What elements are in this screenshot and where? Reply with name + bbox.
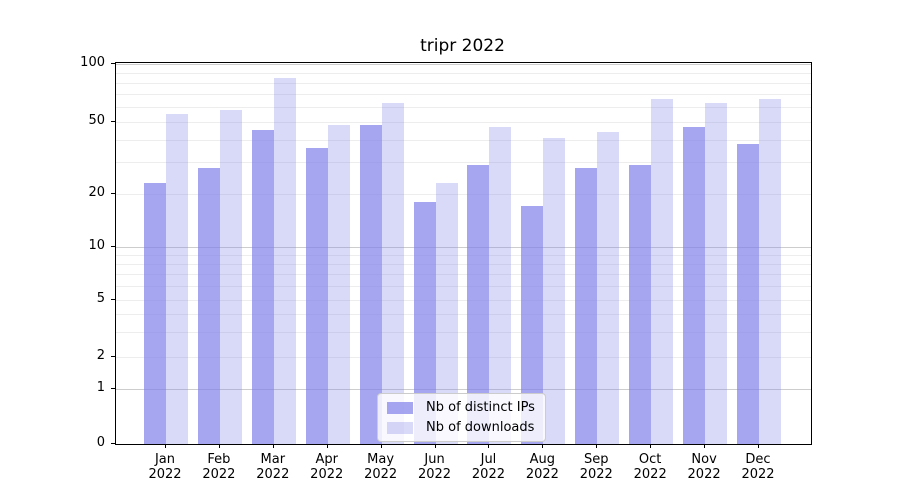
- gridline-minor: [116, 300, 811, 301]
- chart-title: tripr 2022: [420, 36, 505, 56]
- gridline-major: [116, 389, 811, 390]
- x-axis-tick-label-dec: Dec 2022: [741, 452, 775, 482]
- y-axis-tick-label: 2: [96, 348, 105, 363]
- bar-distinct-ips-jul: [467, 164, 490, 444]
- x-axis-tick-label-mar: Mar 2022: [256, 452, 290, 482]
- y-axis-tick-label: 100: [80, 55, 105, 70]
- legend-label-distinct-ips: Nb of distinct IPs: [426, 400, 535, 415]
- y-axis-tick-label: 1: [96, 380, 105, 395]
- x-axis-tick-label-jan: Jan 2022: [148, 452, 182, 482]
- x-axis-tick-label-jun: Jun 2022: [417, 452, 452, 482]
- y-axis-tick: [111, 63, 115, 64]
- bar-distinct-ips-may: [359, 125, 382, 444]
- x-axis-tick-label-feb: Feb 2022: [202, 452, 236, 482]
- y-axis-tick: [111, 193, 115, 194]
- gridline-minor: [116, 106, 811, 108]
- plot-area: [115, 62, 812, 445]
- x-axis-tick-label-apr: Apr 2022: [310, 452, 344, 482]
- bar-distinct-ips-aug: [521, 206, 544, 444]
- y-axis-tick: [111, 246, 115, 247]
- x-axis-tick-label-may: May 2022: [364, 452, 398, 482]
- bar-downloads-sep: [597, 132, 620, 444]
- bar-downloads-aug: [543, 137, 566, 444]
- gridline-minor: [116, 264, 811, 266]
- gridline-minor: [116, 255, 811, 257]
- x-axis-tick: [380, 444, 382, 448]
- gridline-minor: [116, 122, 811, 123]
- y-axis-tick: [111, 299, 115, 300]
- legend-item-distinct-ips: Nb of distinct IPs: [387, 400, 535, 415]
- gridline-minor: [116, 331, 811, 333]
- y-axis-tick-label: 0: [96, 435, 105, 450]
- x-axis-tick: [650, 444, 652, 448]
- gridline-minor: [116, 357, 811, 358]
- legend-label-downloads: Nb of downloads: [426, 420, 535, 435]
- y-axis-tick-label: 5: [96, 291, 105, 306]
- y-axis-tick-label: 20: [88, 185, 105, 200]
- bar-distinct-ips-jun: [413, 202, 436, 444]
- bar-downloads-mar: [273, 77, 296, 444]
- y-axis-tick-label: 10: [88, 238, 105, 253]
- legend-item-downloads: Nb of downloads: [387, 420, 535, 435]
- y-axis-tick: [111, 121, 115, 122]
- gridline-minor: [116, 286, 811, 288]
- bar-downloads-apr: [327, 125, 350, 444]
- bar-downloads-may: [381, 102, 404, 444]
- x-axis-tick-label-jul: Jul 2022: [471, 452, 505, 482]
- gridline-major: [116, 64, 811, 65]
- legend-swatch-distinct-ips-icon: [387, 401, 413, 414]
- x-axis-tick: [434, 444, 436, 448]
- bar-distinct-ips-dec: [737, 143, 759, 444]
- gridline-minor: [116, 274, 811, 276]
- x-axis-tick: [272, 444, 274, 448]
- bar-downloads-jan: [166, 114, 188, 444]
- x-axis-tick-label-nov: Nov 2022: [687, 452, 721, 482]
- gridline-minor: [116, 82, 811, 84]
- gridline-minor: [116, 139, 811, 141]
- y-axis-tick: [111, 443, 115, 444]
- bar-distinct-ips-jan: [144, 183, 166, 444]
- gridline-minor: [116, 313, 811, 315]
- y-axis-tick-label: 50: [88, 113, 105, 128]
- x-axis-tick: [704, 444, 706, 448]
- x-axis-tick: [542, 444, 544, 448]
- x-axis-tick: [165, 444, 166, 448]
- bar-downloads-dec: [759, 98, 781, 444]
- bar-distinct-ips-nov: [683, 126, 706, 444]
- bar-distinct-ips-oct: [629, 164, 652, 444]
- y-axis-tick: [111, 388, 115, 389]
- x-axis-tick: [326, 444, 328, 448]
- bar-downloads-feb: [219, 109, 242, 444]
- y-axis-tick: [111, 356, 115, 357]
- gridline-minor: [116, 93, 811, 95]
- bar-distinct-ips-sep: [575, 167, 598, 444]
- gridline-minor: [116, 162, 811, 164]
- gridline-minor: [116, 194, 811, 195]
- gridline-minor: [116, 72, 811, 74]
- bar-downloads-jun: [435, 183, 458, 444]
- bar-distinct-ips-mar: [251, 130, 274, 444]
- gridline-major: [116, 247, 811, 248]
- legend: Nb of distinct IPs Nb of downloads: [377, 393, 546, 442]
- bar-downloads-nov: [705, 102, 728, 444]
- x-axis-tick: [488, 444, 490, 448]
- x-axis-tick-label-aug: Aug 2022: [525, 452, 559, 482]
- bar-downloads-oct: [651, 98, 674, 444]
- bar-distinct-ips-apr: [305, 147, 328, 444]
- x-axis-tick: [218, 444, 220, 448]
- x-axis-tick-label-sep: Sep 2022: [579, 452, 613, 482]
- x-axis-tick: [596, 444, 598, 448]
- bar-distinct-ips-feb: [197, 167, 220, 444]
- x-axis-tick-label-oct: Oct 2022: [633, 452, 667, 482]
- legend-swatch-downloads-icon: [387, 421, 413, 434]
- x-axis-tick: [758, 444, 759, 448]
- bar-downloads-jul: [489, 126, 512, 444]
